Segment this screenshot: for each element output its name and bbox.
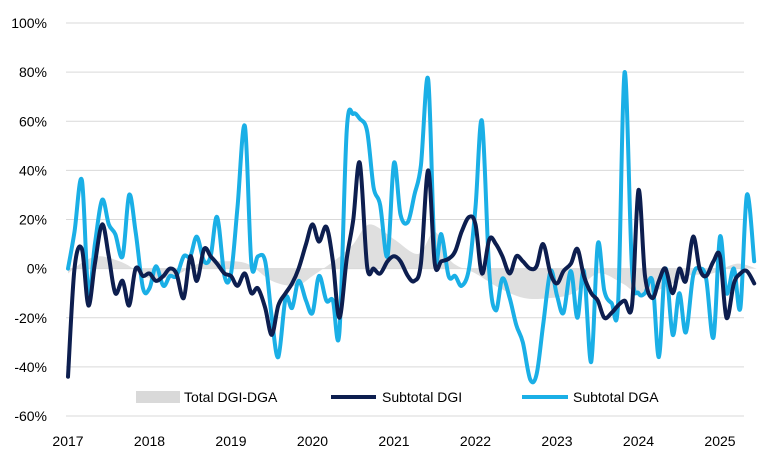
- series-subtotal-dgi-line: [66, 160, 757, 379]
- y-tick-label: -40%: [14, 359, 47, 375]
- legend-swatch-total: [136, 391, 180, 403]
- y-tick-label: 40%: [19, 162, 47, 178]
- x-tick-label: 2024: [623, 433, 654, 449]
- y-tick-label: 100%: [11, 15, 47, 31]
- y-tick-label: 20%: [19, 212, 47, 228]
- legend-label-dgi: Subtotal DGI: [382, 389, 462, 405]
- y-tick-label: -60%: [14, 408, 47, 424]
- y-tick-label: 0%: [27, 261, 47, 277]
- series-subtotal-dga-line: [66, 70, 757, 385]
- x-tick-label: 2021: [378, 433, 409, 449]
- x-axis-ticks: 2017 2018 2019 2020 2021 2022 2023 2024 2025: [52, 433, 735, 449]
- x-tick-label: 2018: [134, 433, 165, 449]
- y-tick-label: 60%: [19, 113, 47, 129]
- x-tick-label: 2017: [52, 433, 83, 449]
- y-tick-label: 80%: [19, 64, 47, 80]
- y-tick-label: -20%: [14, 310, 47, 326]
- legend: Total DGI-DGA Subtotal DGI Subtotal DGA: [136, 389, 659, 405]
- x-tick-label: 2025: [704, 433, 735, 449]
- line-layer: [66, 70, 757, 385]
- x-tick-label: 2022: [460, 433, 491, 449]
- legend-label-total: Total DGI-DGA: [184, 389, 278, 405]
- x-tick-label: 2019: [215, 433, 246, 449]
- y-axis-ticks: 100% 80% 60% 40% 20% 0% -20% -40% -60%: [11, 15, 47, 424]
- x-tick-label: 2023: [541, 433, 572, 449]
- x-tick-label: 2020: [297, 433, 328, 449]
- legend-label-dga: Subtotal DGA: [573, 389, 659, 405]
